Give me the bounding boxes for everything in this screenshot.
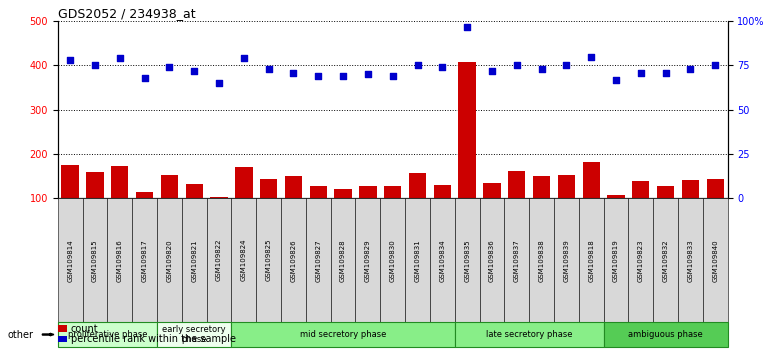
Text: GSM109826: GSM109826 [290, 239, 296, 281]
Bar [434, 185, 451, 242]
Point [561, 63, 573, 68]
Point [610, 77, 622, 82]
Text: GSM109816: GSM109816 [117, 239, 122, 281]
Bar [161, 175, 178, 242]
Bar [533, 176, 551, 242]
Bar [260, 179, 277, 242]
Text: GSM109822: GSM109822 [216, 239, 222, 281]
Bar [359, 186, 377, 242]
Text: GSM109831: GSM109831 [414, 239, 420, 281]
Text: GSM109814: GSM109814 [67, 239, 73, 281]
Text: GSM109825: GSM109825 [266, 239, 272, 281]
Point [486, 68, 498, 74]
Text: GSM109817: GSM109817 [142, 239, 148, 281]
Point [263, 66, 275, 72]
Bar [681, 180, 699, 242]
Text: GSM109828: GSM109828 [340, 239, 346, 281]
Text: GSM109832: GSM109832 [663, 239, 668, 281]
Text: count: count [71, 324, 99, 333]
Bar [384, 186, 401, 242]
Point [163, 64, 176, 70]
Point [213, 80, 225, 86]
Text: percentile rank within the sample: percentile rank within the sample [71, 334, 236, 344]
Text: proliferative phase: proliferative phase [68, 330, 147, 339]
Bar [557, 175, 575, 242]
Text: GSM109815: GSM109815 [92, 239, 98, 281]
Text: GSM109835: GSM109835 [464, 239, 470, 281]
Point [685, 66, 697, 72]
Text: GSM109836: GSM109836 [489, 239, 495, 281]
Bar [111, 166, 129, 242]
Point [287, 70, 300, 75]
Bar [310, 186, 327, 242]
Bar [409, 172, 427, 242]
Text: GSM109820: GSM109820 [166, 239, 172, 281]
Text: GSM109818: GSM109818 [588, 239, 594, 281]
Text: ambiguous phase: ambiguous phase [628, 330, 703, 339]
Text: GSM109839: GSM109839 [564, 239, 569, 281]
Bar [458, 62, 476, 242]
Bar [285, 176, 302, 242]
Bar [508, 171, 525, 242]
Point [362, 72, 374, 77]
Text: GSM109827: GSM109827 [315, 239, 321, 281]
Point [188, 68, 200, 74]
Point [114, 56, 126, 61]
Point [238, 56, 250, 61]
Text: mid secretory phase: mid secretory phase [300, 330, 387, 339]
Text: GSM109819: GSM109819 [613, 239, 619, 281]
Bar [608, 195, 624, 242]
Text: GSM109824: GSM109824 [241, 239, 247, 281]
Bar [136, 192, 153, 242]
Point [337, 73, 350, 79]
Text: GSM109823: GSM109823 [638, 239, 644, 281]
Bar [62, 165, 79, 242]
Point [634, 70, 647, 75]
Point [511, 63, 523, 68]
Text: GSM109834: GSM109834 [440, 239, 445, 281]
Bar [86, 172, 104, 242]
Point [535, 66, 547, 72]
Bar [186, 184, 203, 242]
Text: GSM109821: GSM109821 [191, 239, 197, 281]
Bar [484, 183, 500, 242]
Text: GSM109837: GSM109837 [514, 239, 520, 281]
Point [709, 63, 721, 68]
Text: GSM109840: GSM109840 [712, 239, 718, 281]
Text: GSM109833: GSM109833 [688, 239, 694, 281]
Point [461, 24, 474, 29]
Point [585, 54, 598, 59]
Text: early secretory
phase: early secretory phase [162, 325, 226, 344]
Bar [657, 186, 675, 242]
Bar [235, 167, 253, 242]
Text: GSM109838: GSM109838 [538, 239, 544, 281]
Text: GSM109829: GSM109829 [365, 239, 371, 281]
Point [139, 75, 151, 81]
Bar [334, 189, 352, 242]
Point [312, 73, 324, 79]
Point [387, 73, 399, 79]
Text: GSM109830: GSM109830 [390, 239, 396, 281]
Point [436, 64, 448, 70]
Point [89, 63, 101, 68]
Point [411, 63, 424, 68]
Point [659, 70, 671, 75]
Text: late secretory phase: late secretory phase [486, 330, 572, 339]
Bar [210, 198, 228, 242]
Text: other: other [8, 330, 34, 339]
Point [64, 57, 76, 63]
Text: GDS2052 / 234938_at: GDS2052 / 234938_at [58, 7, 196, 20]
Bar [707, 179, 724, 242]
Bar [632, 181, 649, 242]
Bar [582, 162, 600, 242]
